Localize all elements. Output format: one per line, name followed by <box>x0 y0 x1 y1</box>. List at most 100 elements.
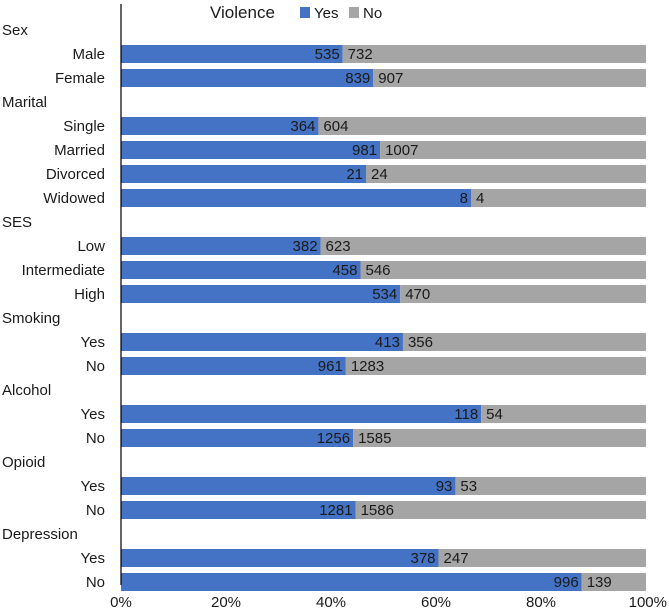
category-label-sex-male: Male <box>72 46 105 63</box>
x-tick-label-80-: 80% <box>526 594 556 611</box>
category-label-sex-female: Female <box>55 70 105 87</box>
bar-yes-smoking-no <box>121 357 346 375</box>
bar-yes-marital-widowed <box>121 189 471 207</box>
group-label-marital: Marital <box>2 94 47 111</box>
category-label-opioid-yes: Yes <box>81 478 105 495</box>
value-label-yes-ses-intermediate: 458 <box>332 262 357 279</box>
category-label-smoking-yes: Yes <box>81 334 105 351</box>
category-label-marital-married: Married <box>54 142 105 159</box>
category-label-marital-single: Single <box>63 118 105 135</box>
value-label-no-marital-widowed: 4 <box>476 190 484 207</box>
bar-yes-depression-no <box>121 573 582 591</box>
bar-no-ses-intermediate <box>360 261 646 279</box>
bar-yes-sex-male <box>121 45 343 63</box>
value-label-no-smoking-yes: 356 <box>408 334 433 351</box>
x-tick-label-40-: 40% <box>316 594 346 611</box>
legend: Violence Yes No <box>210 3 382 22</box>
value-label-no-sex-female: 907 <box>378 70 403 87</box>
bar-no-marital-divorced <box>366 165 646 183</box>
legend-swatch-no <box>349 7 359 18</box>
value-label-yes-alcohol-no: 1256 <box>317 430 350 447</box>
group-label-ses: SES <box>2 214 32 231</box>
category-label-ses-low: Low <box>77 238 105 255</box>
value-label-yes-depression-yes: 378 <box>410 550 435 567</box>
category-label-smoking-no: No <box>86 358 105 375</box>
bar-yes-depression-yes <box>121 549 439 567</box>
value-label-no-depression-yes: 247 <box>444 550 469 567</box>
bar-no-alcohol-no <box>353 429 646 447</box>
group-label-alcohol: Alcohol <box>2 382 51 399</box>
value-label-yes-marital-divorced: 21 <box>346 166 363 183</box>
bar-yes-marital-single <box>121 117 319 135</box>
bar-no-marital-single <box>318 117 646 135</box>
legend-swatch-yes <box>300 7 310 18</box>
bar-yes-opioid-yes <box>121 477 456 495</box>
value-label-no-ses-high: 470 <box>405 286 430 303</box>
bar-yes-alcohol-yes <box>121 405 482 423</box>
value-label-no-marital-single: 604 <box>323 118 348 135</box>
bar-no-alcohol-yes <box>481 405 646 423</box>
group-label-opioid: Opioid <box>2 454 45 471</box>
value-label-yes-marital-widowed: 8 <box>460 190 468 207</box>
group-label-depression: Depression <box>2 526 78 543</box>
bar-no-ses-low <box>320 237 646 255</box>
value-label-yes-marital-married: 981 <box>352 142 377 159</box>
value-label-yes-ses-low: 382 <box>293 238 318 255</box>
category-label-marital-widowed: Widowed <box>43 190 105 207</box>
value-label-yes-ses-high: 534 <box>372 286 397 303</box>
bar-no-opioid-yes <box>455 477 646 495</box>
value-label-yes-smoking-yes: 413 <box>375 334 400 351</box>
x-tick-label-60-: 60% <box>421 594 451 611</box>
value-label-yes-opioid-yes: 93 <box>436 478 453 495</box>
bar-yes-ses-intermediate <box>121 261 361 279</box>
value-label-no-ses-intermediate: 546 <box>365 262 390 279</box>
category-label-depression-no: No <box>86 574 105 591</box>
category-label-ses-high: High <box>74 286 105 303</box>
value-label-yes-smoking-no: 961 <box>318 358 343 375</box>
x-tick-label-100-: 100% <box>629 594 667 611</box>
bar-yes-sex-female <box>121 69 374 87</box>
bar-no-depression-no <box>581 573 646 591</box>
bar-yes-smoking-yes <box>121 333 403 351</box>
bar-yes-ses-high <box>121 285 401 303</box>
x-tick-label-20-: 20% <box>211 594 241 611</box>
category-label-opioid-no: No <box>86 502 105 519</box>
value-label-yes-sex-female: 839 <box>345 70 370 87</box>
category-label-depression-yes: Yes <box>81 550 105 567</box>
value-label-no-opioid-yes: 53 <box>460 478 477 495</box>
group-label-smoking: Smoking <box>2 310 60 327</box>
plot-area: Sex Male 535 732 Female 839 907 Marital Single 36… <box>2 4 667 611</box>
bar-no-smoking-yes <box>402 333 646 351</box>
value-label-yes-marital-single: 364 <box>290 118 315 135</box>
value-label-no-alcohol-no: 1585 <box>358 430 391 447</box>
value-label-yes-sex-male: 535 <box>315 46 340 63</box>
bar-no-sex-female <box>373 69 646 87</box>
legend-label-yes: Yes <box>314 5 338 22</box>
bar-yes-ses-low <box>121 237 321 255</box>
value-label-yes-alcohol-yes: 118 <box>454 406 478 423</box>
legend-title: Violence <box>210 3 275 22</box>
category-label-alcohol-no: No <box>86 430 105 447</box>
category-label-ses-intermediate: Intermediate <box>22 262 105 279</box>
bar-no-depression-yes <box>438 549 646 567</box>
value-label-yes-opioid-no: 1281 <box>319 502 352 519</box>
bar-yes-alcohol-no <box>121 429 354 447</box>
value-label-no-alcohol-yes: 54 <box>486 406 503 423</box>
bar-no-smoking-no <box>345 357 646 375</box>
bar-yes-marital-married <box>121 141 381 159</box>
value-label-yes-depression-no: 996 <box>554 574 579 591</box>
bar-yes-opioid-no <box>121 501 356 519</box>
value-label-no-smoking-no: 1283 <box>351 358 384 375</box>
value-label-no-marital-married: 1007 <box>385 142 418 159</box>
value-label-no-depression-no: 139 <box>587 574 612 591</box>
group-label-sex: Sex <box>2 22 28 39</box>
value-label-no-marital-divorced: 24 <box>371 166 388 183</box>
legend-label-no: No <box>363 5 382 22</box>
bar-no-marital-widowed <box>471 189 646 207</box>
value-label-no-sex-male: 732 <box>348 46 373 63</box>
bar-no-sex-male <box>342 45 646 63</box>
bar-no-opioid-no <box>355 501 646 519</box>
category-label-alcohol-yes: Yes <box>81 406 105 423</box>
x-tick-label-0-: 0% <box>110 594 132 611</box>
